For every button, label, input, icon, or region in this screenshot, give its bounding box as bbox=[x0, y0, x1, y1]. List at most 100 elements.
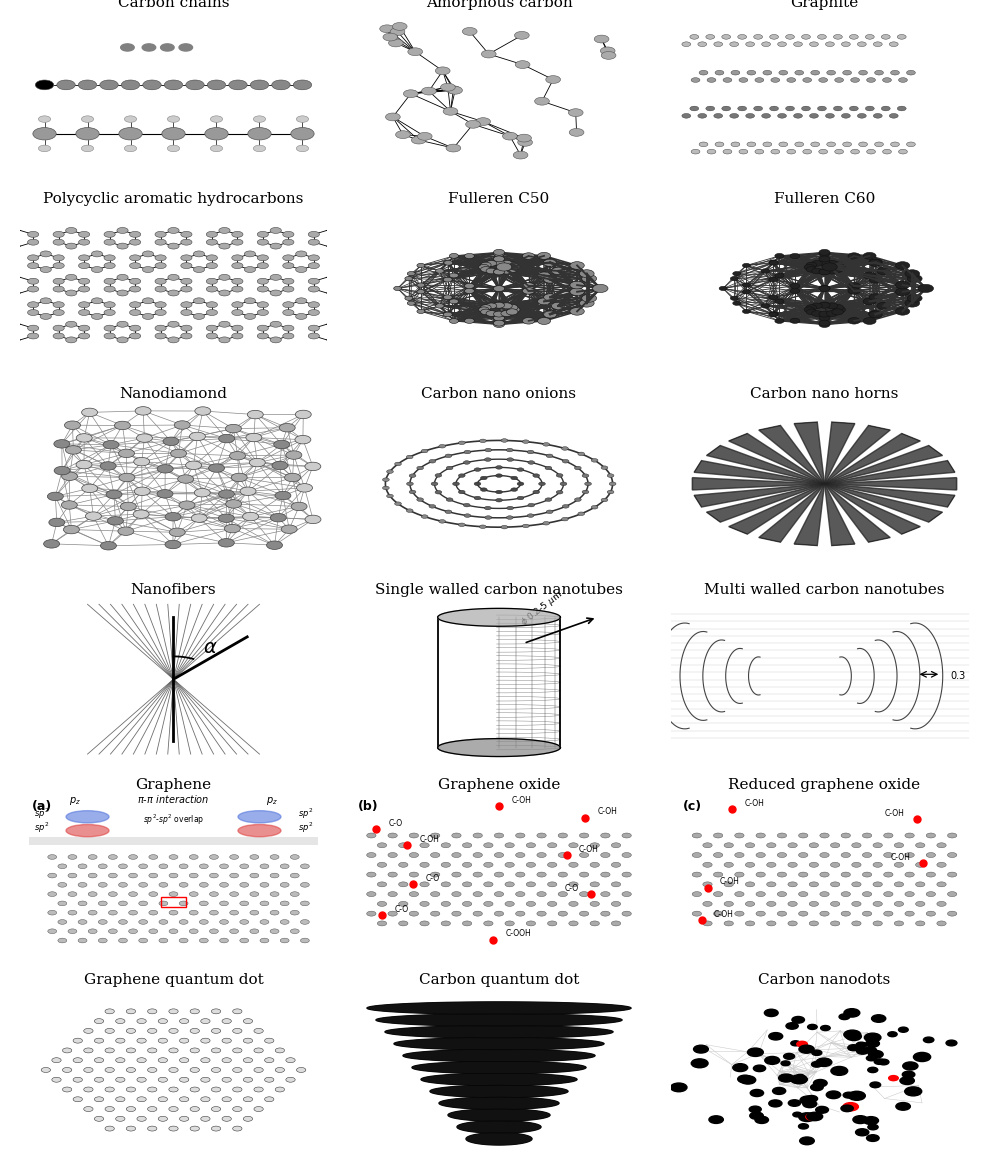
Circle shape bbox=[284, 473, 300, 481]
Circle shape bbox=[446, 498, 453, 501]
Circle shape bbox=[169, 873, 178, 878]
Circle shape bbox=[462, 843, 472, 848]
Text: $sp^2$: $sp^2$ bbox=[298, 820, 313, 835]
Circle shape bbox=[190, 1008, 200, 1014]
Circle shape bbox=[855, 1129, 869, 1136]
Circle shape bbox=[441, 843, 450, 848]
Circle shape bbox=[722, 106, 731, 110]
Circle shape bbox=[749, 1112, 763, 1119]
Text: (c): (c) bbox=[684, 800, 703, 813]
Circle shape bbox=[296, 116, 308, 122]
Circle shape bbox=[714, 911, 723, 916]
Circle shape bbox=[506, 305, 518, 311]
Circle shape bbox=[522, 440, 529, 443]
Circle shape bbox=[526, 862, 536, 868]
Circle shape bbox=[569, 901, 578, 906]
Circle shape bbox=[878, 1059, 889, 1065]
Circle shape bbox=[230, 892, 239, 897]
Circle shape bbox=[544, 276, 557, 283]
Circle shape bbox=[119, 883, 128, 887]
Circle shape bbox=[409, 892, 418, 897]
Circle shape bbox=[794, 70, 803, 76]
Circle shape bbox=[772, 1087, 785, 1094]
Circle shape bbox=[819, 315, 830, 321]
Circle shape bbox=[570, 262, 584, 270]
Circle shape bbox=[750, 1090, 763, 1097]
Circle shape bbox=[462, 901, 472, 906]
Circle shape bbox=[230, 929, 239, 934]
Circle shape bbox=[62, 472, 78, 480]
Circle shape bbox=[558, 892, 568, 897]
Circle shape bbox=[116, 1077, 125, 1083]
Circle shape bbox=[856, 1048, 868, 1054]
Circle shape bbox=[493, 285, 505, 291]
Circle shape bbox=[898, 1027, 908, 1033]
Circle shape bbox=[409, 490, 416, 494]
Circle shape bbox=[735, 892, 745, 897]
Text: C-OH: C-OH bbox=[579, 844, 599, 854]
Circle shape bbox=[125, 145, 137, 151]
Circle shape bbox=[505, 901, 514, 906]
Circle shape bbox=[570, 288, 584, 295]
Title: Amorphous carbon: Amorphous carbon bbox=[425, 0, 573, 10]
Circle shape bbox=[116, 1019, 125, 1023]
Circle shape bbox=[883, 852, 893, 857]
Circle shape bbox=[819, 322, 830, 328]
Circle shape bbox=[516, 833, 525, 839]
Circle shape bbox=[551, 302, 565, 309]
Circle shape bbox=[473, 852, 482, 857]
Title: Multi walled carbon nanotubes: Multi walled carbon nanotubes bbox=[705, 583, 945, 597]
Circle shape bbox=[280, 864, 289, 869]
Circle shape bbox=[275, 1048, 284, 1053]
Circle shape bbox=[57, 80, 75, 90]
Circle shape bbox=[873, 843, 882, 848]
Circle shape bbox=[53, 286, 64, 292]
Circle shape bbox=[473, 911, 482, 916]
Circle shape bbox=[282, 326, 294, 331]
Circle shape bbox=[142, 44, 156, 51]
Title: Carbon chains: Carbon chains bbox=[118, 0, 230, 10]
Circle shape bbox=[847, 1044, 859, 1050]
Circle shape bbox=[79, 333, 90, 338]
Circle shape bbox=[819, 269, 830, 274]
Circle shape bbox=[522, 525, 529, 528]
Circle shape bbox=[210, 873, 219, 878]
Circle shape bbox=[762, 142, 771, 147]
Circle shape bbox=[222, 1077, 232, 1083]
Circle shape bbox=[219, 321, 231, 327]
Circle shape bbox=[392, 22, 407, 30]
Circle shape bbox=[165, 80, 183, 90]
Circle shape bbox=[130, 240, 141, 245]
Circle shape bbox=[501, 311, 512, 316]
Circle shape bbox=[703, 921, 713, 926]
Circle shape bbox=[430, 892, 440, 897]
Circle shape bbox=[826, 1091, 840, 1099]
Circle shape bbox=[232, 309, 243, 315]
Title: Carbon nano onions: Carbon nano onions bbox=[421, 387, 577, 401]
Circle shape bbox=[109, 855, 118, 859]
Circle shape bbox=[528, 504, 535, 507]
Circle shape bbox=[220, 901, 229, 906]
Circle shape bbox=[544, 311, 557, 317]
Circle shape bbox=[155, 326, 167, 331]
Polygon shape bbox=[367, 1001, 631, 1014]
Circle shape bbox=[133, 509, 149, 519]
Circle shape bbox=[366, 852, 376, 857]
Polygon shape bbox=[794, 422, 824, 484]
Circle shape bbox=[785, 106, 794, 110]
Circle shape bbox=[148, 1008, 157, 1014]
Circle shape bbox=[137, 1057, 147, 1063]
Circle shape bbox=[781, 1061, 790, 1065]
Circle shape bbox=[73, 1077, 83, 1083]
Circle shape bbox=[746, 862, 754, 868]
Circle shape bbox=[168, 337, 179, 343]
Circle shape bbox=[851, 901, 861, 906]
Circle shape bbox=[149, 855, 158, 859]
Title: Reduced graphene oxide: Reduced graphene oxide bbox=[729, 778, 920, 792]
Polygon shape bbox=[824, 484, 955, 507]
Circle shape bbox=[68, 892, 77, 897]
Polygon shape bbox=[412, 1062, 586, 1073]
Circle shape bbox=[250, 873, 258, 878]
Circle shape bbox=[109, 892, 118, 897]
Circle shape bbox=[264, 1097, 273, 1101]
